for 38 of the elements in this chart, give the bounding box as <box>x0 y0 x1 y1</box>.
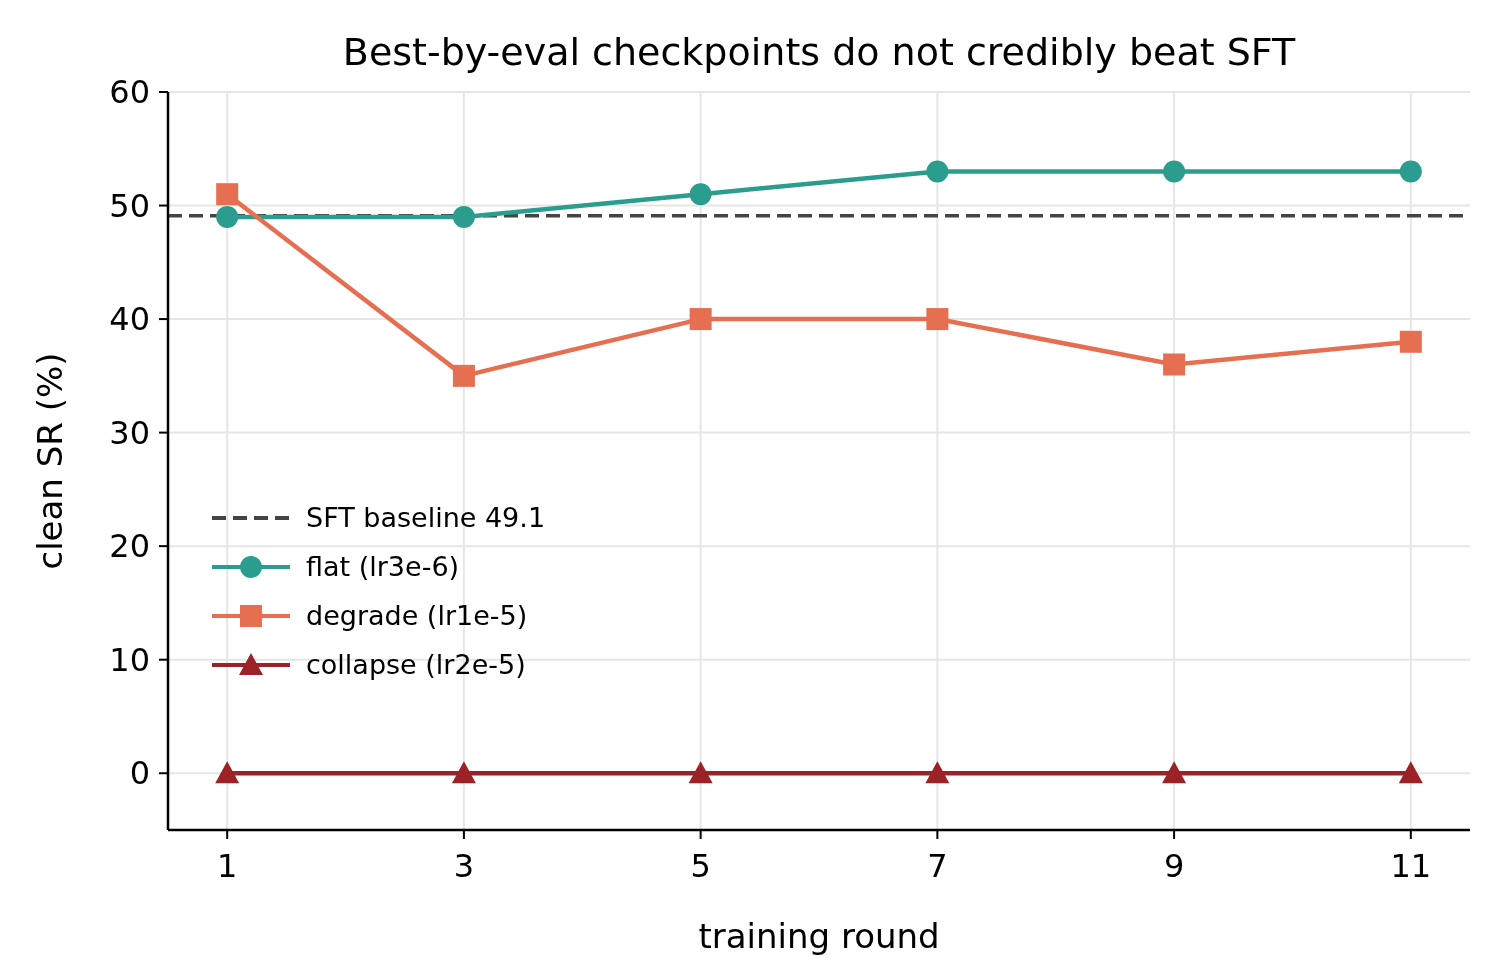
point <box>216 183 239 206</box>
x-tick-label: 9 <box>1163 847 1185 885</box>
legend-label: collapse (lr2e-5) <box>306 649 526 681</box>
point <box>1162 761 1187 784</box>
point <box>1399 330 1422 353</box>
chart-title: Best-by-eval checkpoints do not credibly beat SFT <box>342 30 1296 74</box>
y-axis-title: clean SR (%) <box>30 352 70 570</box>
x-tick-label: 7 <box>927 847 948 885</box>
point <box>689 308 712 331</box>
x-tick-label: 3 <box>453 847 475 885</box>
point <box>688 761 713 784</box>
y-tick-label: 20 <box>109 527 150 566</box>
legend-label: flat (lr3e-6) <box>306 551 460 583</box>
point <box>1399 160 1422 183</box>
point <box>452 205 475 228</box>
y-tick-label: 40 <box>109 300 150 339</box>
y-tick-label: 60 <box>109 73 150 112</box>
point <box>1163 353 1186 376</box>
point <box>216 205 239 228</box>
legend-label: SFT baseline 49.1 <box>306 502 546 534</box>
y-tick-label: 30 <box>109 413 150 452</box>
point <box>451 761 476 784</box>
x-axis-title: training round <box>698 916 940 956</box>
point <box>926 160 949 183</box>
y-tick-label: 0 <box>129 754 150 793</box>
point <box>1398 761 1423 784</box>
x-tick-label: 1 <box>217 847 238 885</box>
point <box>452 364 475 387</box>
point <box>689 183 712 206</box>
point <box>1163 160 1186 183</box>
x-tick-label: 5 <box>690 847 711 885</box>
y-tick-label: 50 <box>109 186 150 225</box>
point <box>215 761 240 784</box>
y-tick-label: 10 <box>109 640 150 679</box>
point <box>925 761 950 784</box>
legend-label: degrade (lr1e-5) <box>306 600 528 632</box>
point <box>926 308 949 331</box>
x-tick-label: 11 <box>1390 847 1432 885</box>
